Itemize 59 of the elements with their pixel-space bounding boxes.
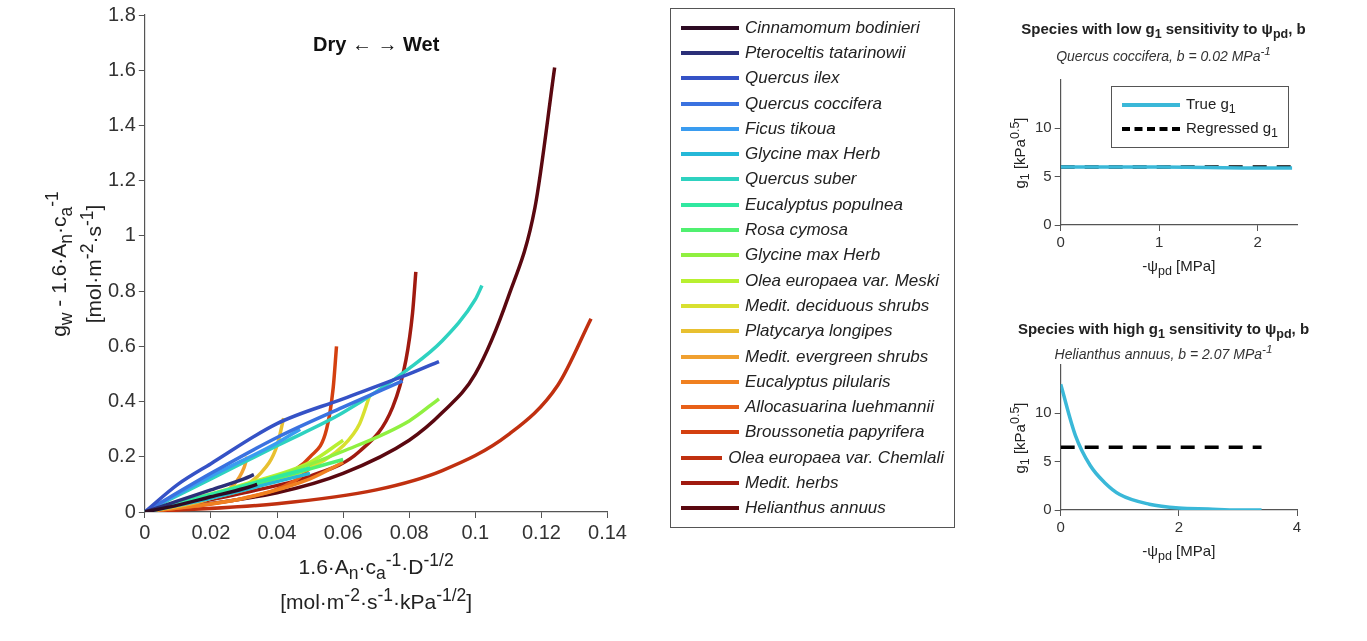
x-tick-label: 0.04 [257,520,297,543]
annotation: Dry ← → Wet [313,32,440,55]
legend-label: Medit. evergreen shrubs [745,346,929,367]
legend-label: Quercus ilex [745,68,840,89]
x-tick-label: 0.1 [461,520,490,543]
legend-label: Eucalyptus populnea [745,194,903,215]
legend-label: Glycine max Herb [745,144,881,165]
x-tick-label: 0.08 [389,520,429,543]
legend-label: Ficus tikoua [745,118,836,139]
legend-label: Medit. deciduous shrubs [745,295,930,316]
legend-label: Eucalyptus pilularis [745,371,891,392]
x-tick-label: 2 [1253,233,1262,251]
chart-subtitle: Quercus coccifera, b = 0.02 MPa$^{-1}$ [1055,44,1272,64]
y-tick-label: 5 [1043,451,1052,469]
y-tick-label: 0 [124,499,136,522]
legend-label: Glycine max Herb [745,245,881,266]
x-tick-label: 0 [139,520,151,543]
y-tick-label: 0.2 [107,444,136,467]
legend-label: Rosa cymosa [745,220,848,241]
x-axis-title: -ψ$_{pd}$ [MPa] [1142,257,1216,280]
y-tick-label: 0.4 [107,389,136,412]
chart-title: Species with low g$_{1}$ sensitivity to ψ$_{pd}$, b [1020,20,1307,41]
x-tick-label: 1 [1154,233,1164,251]
y-tick-label: 1.8 [107,2,136,25]
legend-label: Regressed g$_{1}$ [1186,118,1279,140]
y-tick-label: 0.6 [107,333,136,356]
x-tick-label: 4 [1292,518,1302,536]
x-tick-label: 0.14 [588,520,628,543]
legend-label: Pteroceltis tatarinowii [745,42,906,63]
y-tick-label: 10 [1035,403,1052,421]
x-tick-label: 0.12 [521,520,561,543]
legend-label: Medit. herbs [745,472,839,493]
y-tick-label: 10 [1035,118,1052,136]
text: 1.6·A$_{n}$·c$_{a}$$^{-1}$·D$^{-1/2}$ [mol·m$^{-2}$·s$^{-1}$·kPa$^{-1/2}$] [280,550,473,614]
chart-subtitle: Helianthus annuus, b = 2.07 MPa$^{-1}$ [1053,342,1274,362]
legend-label: Quercus coccifera [745,93,882,114]
y-tick-label: 0 [1043,500,1052,518]
legend-label: Quercus suber [745,169,857,190]
x-tick-label: 2 [1174,518,1184,536]
x-tick-label: 0 [1056,518,1065,536]
legend-label: Cinnamomum bodinieri [745,17,920,38]
y-tick-label: 0 [1043,215,1052,233]
legend-label: Olea europaea var. Meski [745,270,940,291]
legend-label: Helianthus annuus [745,498,886,519]
y-tick-label: 1.4 [107,112,136,135]
chart-title: Species with high g$_{1}$ sensitivity to ψ$_{pd}$, b [1016,320,1311,341]
x-tick-label: 0.06 [323,520,363,543]
legend-label: Allocasuarina luehmannii [745,397,935,418]
x-tick-label: 0 [1056,233,1065,251]
y-tick-label: 5 [1043,166,1052,184]
legend-label: Olea europaea var. Chemlali [728,447,944,468]
legend-label: Broussonetia papyrifera [745,422,925,443]
y-tick-label: 1.6 [107,57,136,80]
x-tick-label: 0.02 [191,520,231,543]
x-axis-title: -ψ$_{pd}$ [MPa] [1142,542,1216,565]
legend-label: Platycarya longipes [745,321,893,342]
legend-label: True g$_{1}$ [1186,94,1236,116]
y-tick-label: 1.2 [107,168,136,191]
y-tick-label: 0.8 [107,278,136,301]
